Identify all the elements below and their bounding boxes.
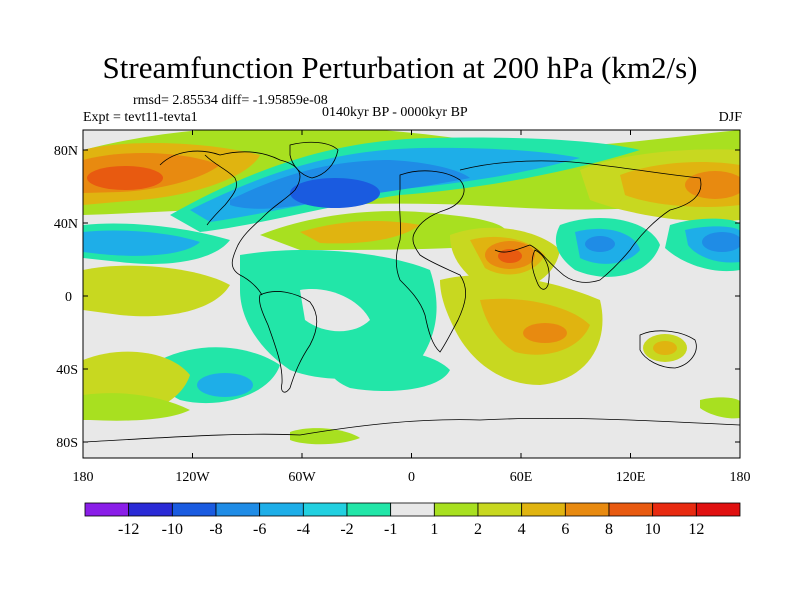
experiment-text: Expt = tevt11-tevta1 [83, 110, 198, 125]
colorbar-swatch [477, 502, 523, 517]
chart-title: Streamfunction Perturbation at 200 hPa (… [102, 50, 698, 85]
season-text: DJF [718, 110, 742, 125]
colorbar-swatch [564, 502, 610, 517]
latitude-axis: 80N 40N 0 40S 80S [54, 144, 740, 451]
lat-label-80s: 80S [56, 436, 78, 451]
colorbar-label: 1 [430, 521, 438, 538]
colorbar-label: -1 [384, 521, 397, 538]
colorbar-swatch [171, 502, 217, 517]
colorbar-label: 12 [688, 521, 704, 538]
colorbar-label: 10 [645, 521, 661, 538]
colorbar-swatch [128, 502, 173, 517]
lon-label-180e: 180 [730, 470, 751, 485]
colorbar-swatch [84, 502, 130, 517]
colorbar-label: 6 [561, 521, 569, 538]
colorbar-label: 4 [518, 521, 526, 538]
longitude-axis: 180 120W 60W 0 60E 120E 180 [73, 130, 751, 485]
colorbar-swatch [608, 502, 654, 517]
colorbar: -12 -10 -8 -6 -4 -2 -1 1 2 4 6 8 10 12 [84, 502, 741, 538]
coastlines [83, 141, 740, 443]
lat-label-0: 0 [65, 290, 72, 305]
lon-label-120e: 120E [616, 470, 646, 485]
stats-text: rmsd= 2.85534 diff= -1.95859e-08 [133, 93, 328, 108]
colorbar-swatch [302, 502, 348, 517]
colorbar-swatch [652, 502, 697, 517]
colorbar-label: 2 [474, 521, 482, 538]
lon-label-180w: 180 [73, 470, 94, 485]
colorbar-swatch [346, 502, 392, 517]
streamfunction-field [83, 130, 740, 458]
colorbar-swatch [521, 502, 566, 517]
lat-label-40s: 40S [56, 363, 78, 378]
colorbar-label: -6 [253, 521, 266, 538]
colorbar-label: 8 [605, 521, 613, 538]
colorbar-label: -12 [118, 521, 139, 538]
colorbar-swatch [215, 502, 261, 517]
period-text: 0140kyr BP - 0000kyr BP [322, 105, 468, 120]
colorbar-label: -4 [297, 521, 310, 538]
colorbar-swatch [695, 502, 741, 517]
lat-label-80n: 80N [54, 144, 78, 159]
lon-label-60w: 60W [288, 470, 316, 485]
lat-label-40n: 40N [54, 217, 78, 232]
lon-label-0: 0 [408, 470, 415, 485]
colorbar-label: -10 [162, 521, 183, 538]
lon-label-120w: 120W [175, 470, 210, 485]
colorbar-swatch [259, 502, 304, 517]
lon-label-60e: 60E [510, 470, 533, 485]
colorbar-swatch [390, 502, 435, 517]
colorbar-label: -8 [209, 521, 222, 538]
colorbar-label: -2 [340, 521, 353, 538]
colorbar-swatch [433, 502, 479, 517]
